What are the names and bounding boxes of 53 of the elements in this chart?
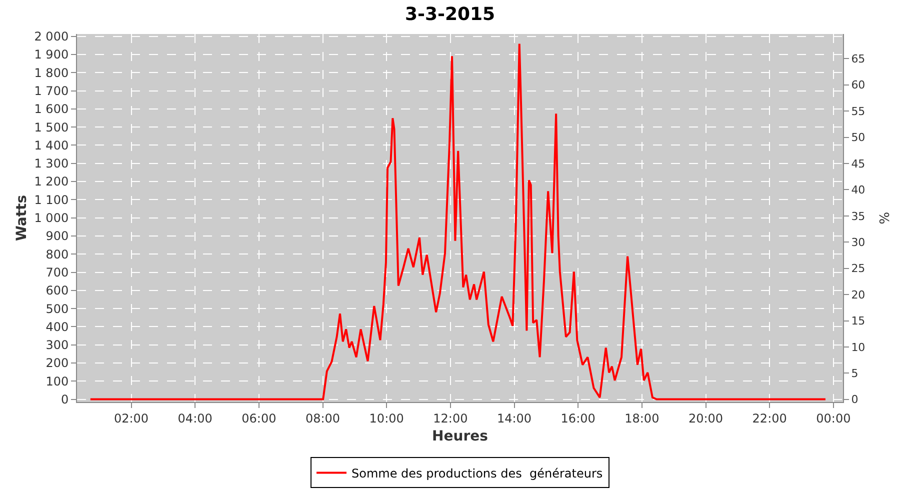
x-tick-label: 06:00	[242, 411, 276, 426]
y-tick-label: 1 000	[34, 211, 69, 226]
y-tick-label: 1 700	[34, 84, 69, 98]
y-tick-label: 500	[46, 302, 69, 316]
y-tick-label: 200	[46, 356, 69, 370]
y-tick-label: 2 000	[34, 30, 69, 44]
x-tick-label: 22:00	[752, 411, 787, 426]
x-tick-label: 20:00	[688, 411, 724, 426]
y2-tick-label: 65	[851, 52, 866, 66]
y2-tick-label: 45	[851, 157, 866, 170]
y2-tick-label: 40	[851, 184, 866, 197]
y-tick-label: 800	[46, 247, 69, 262]
x-tick-label: 18:00	[624, 411, 660, 426]
y2-tick-label: 0	[851, 393, 858, 406]
y-tick-label: 1 600	[34, 102, 69, 116]
y2-tick-label: 30	[851, 236, 866, 249]
y2-tick-label: 25	[851, 262, 866, 276]
x-tick-label: 16:00	[560, 411, 596, 426]
x-tick-label: 04:00	[178, 411, 212, 426]
y2-tick-label: 35	[851, 210, 866, 223]
chart-title: 3-3-2015	[404, 4, 496, 26]
y2-axis-title: %	[878, 212, 893, 224]
legend-label: Somme des productions des générateurs	[352, 466, 603, 480]
y2-tick-label: 60	[851, 78, 866, 92]
x-tick-label: 08:00	[305, 411, 340, 426]
y-tick-label: 0	[60, 392, 69, 406]
line-series	[89, 42, 826, 400]
y-tick-label: 1 400	[34, 138, 69, 152]
y2-tick-label: 50	[851, 131, 866, 144]
y-tick-label: 1 500	[34, 120, 69, 134]
x-tick-label: 12:00	[433, 411, 468, 426]
x-tick-label: 10:00	[369, 411, 404, 426]
y-tick-label: 700	[46, 265, 69, 280]
y-tick-label: 300	[46, 338, 69, 352]
y-tick-label: 1 100	[34, 192, 69, 207]
x-tick-label: 14:00	[496, 411, 532, 426]
x-tick-label: 00:00	[816, 411, 851, 426]
y-tick-label: 1 200	[34, 174, 69, 189]
y2-tick-label: 10	[851, 340, 866, 354]
y2-tick-label: 20	[851, 288, 866, 302]
y-tick-label: 600	[46, 284, 69, 298]
y-tick-label: 400	[46, 320, 69, 334]
y-tick-label: 900	[46, 229, 69, 244]
x-axis-title: Heures	[432, 428, 488, 445]
y-tick-label: 1 800	[34, 66, 69, 80]
y-axis-title: Watts	[14, 194, 30, 242]
y-tick-label: 100	[46, 374, 69, 388]
y2-tick-label: 55	[851, 104, 866, 118]
y2-tick-label: 5	[851, 367, 858, 380]
y-tick-label: 1 300	[34, 156, 69, 171]
x-tick-label: 02:00	[114, 411, 149, 426]
y-tick-label: 1 900	[34, 48, 69, 62]
y2-tick-label: 15	[851, 314, 866, 328]
